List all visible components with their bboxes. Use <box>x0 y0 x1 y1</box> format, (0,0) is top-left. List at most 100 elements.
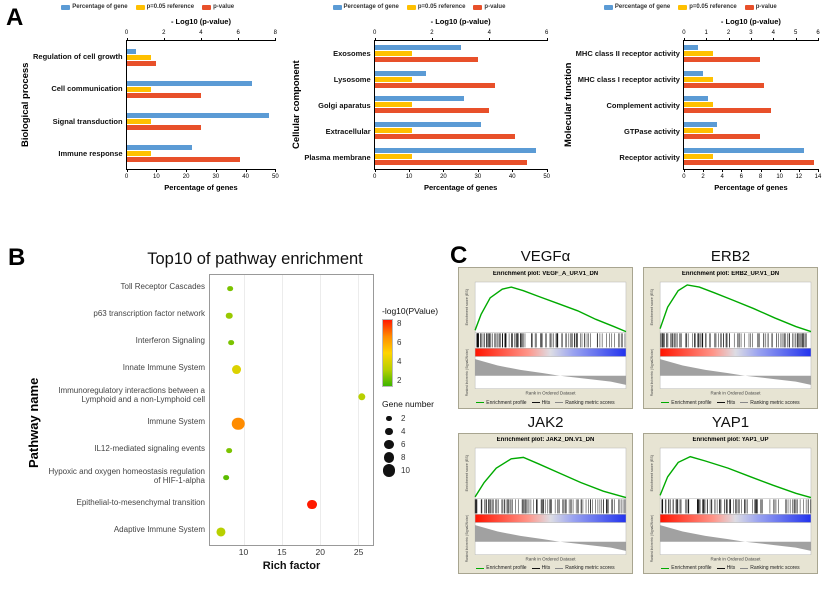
panel-label-b: B <box>8 244 26 271</box>
bubble-body: Pathway name Toll Receptor Cascades p63 t… <box>26 274 448 572</box>
bottom-axis-tick-label: 2 <box>701 174 705 180</box>
bubble-gridline <box>357 275 359 545</box>
go-chart-legend: Percentage of gene p=0.05 reference p-valu… <box>20 4 275 10</box>
bar-percentage-of-gene <box>374 70 427 76</box>
pathway-point <box>223 474 229 481</box>
enrichment-curve <box>659 455 812 498</box>
gsea-legend-label: Enrichment profile <box>486 399 527 406</box>
bubble-x-tick-label: 20 <box>315 547 325 557</box>
gsea-legend-item: Hits <box>716 400 735 406</box>
go-bottom-axis-label: Percentage of genes <box>714 183 788 192</box>
bubble-legend: -log10(PValue) 8 6 4 2 Gene number 2 4 6 8 10 <box>374 274 448 572</box>
bubble-category-labels: Toll Receptor Cascades p63 transcription … <box>43 274 209 572</box>
bubble-gridline <box>282 275 284 545</box>
go-plot-area: - Log10 (p-value) Percentage of genes 0 2 4 6… <box>125 17 279 192</box>
pathway-label: Innate Immune System <box>122 363 205 373</box>
top-axis-tick <box>683 38 685 41</box>
size-legend-row: 8 <box>382 451 448 464</box>
legend-swatch <box>406 4 416 10</box>
gsea-legend-label: Enrichment profile <box>486 565 527 572</box>
legend-swatch <box>678 4 688 10</box>
legend-swatch <box>332 4 342 10</box>
top-axis-tick-label: 3 <box>749 30 753 36</box>
legend-item: p-value <box>202 4 234 10</box>
bubble-plot-wrap: 10 15 20 25 Rich factor <box>209 274 374 572</box>
top-axis-tick <box>238 38 240 41</box>
bottom-axis-tick-label: 10 <box>776 174 783 180</box>
legend-label: Percentage of gene <box>614 4 671 10</box>
go-bar-group <box>374 122 547 140</box>
bottom-axis-tick-label: 0 <box>682 174 686 180</box>
bubble-plot-area <box>209 274 374 546</box>
gradient-tick-label: 4 <box>397 357 402 366</box>
gsea-legend-item: Enrichment profile <box>661 400 712 406</box>
pathway-point <box>225 312 233 319</box>
go-category-label: Plasma membrane <box>304 152 371 162</box>
legend-item: Percentage of gene <box>332 4 399 10</box>
pathway-point <box>307 499 318 510</box>
legend-swatch <box>744 4 754 10</box>
bar-p-value <box>374 134 516 140</box>
bar-percentage-of-gene <box>683 122 718 128</box>
go-category-labels: Regulation of cell growth Cell communicat… <box>33 40 126 170</box>
pathway-point <box>227 285 234 292</box>
go-bar-group <box>374 45 547 63</box>
legend-item: p=0.05 reference <box>135 4 194 10</box>
ranked-metric-area <box>660 524 811 551</box>
top-axis-tick-label: 4 <box>487 30 491 36</box>
go-group-label: Biological process <box>20 62 31 148</box>
svg-text:Enrichment score (ES): Enrichment score (ES) <box>650 455 654 491</box>
gsea-plot-box: Enrichment plot: VEGF_A_UP.V1_DN Enrichme… <box>458 267 633 409</box>
gsea-legend-label: Hits <box>541 399 551 406</box>
gsea-legend-line <box>531 567 540 569</box>
gsea-plot-svg: Enrichment score (ES) Ranked list metric … <box>465 447 627 562</box>
gsea-plot-gsea_jak2: JAK2 Enrichment plot: JAK2_DN.V1_DN Enrich… <box>458 414 633 575</box>
bottom-axis-tick-label: 10 <box>152 174 160 180</box>
bottom-axis-tick <box>245 169 247 172</box>
bottom-axis-tick <box>477 169 479 172</box>
svg-text:Ranked list metric (Signal2Noi: Ranked list metric (Signal2Noise) <box>650 349 654 396</box>
bottom-axis-tick-label: 30 <box>474 174 482 180</box>
pathway-label: Epithelial-to-mesenchymal transition <box>76 498 206 508</box>
top-axis-tick <box>546 38 548 41</box>
pathway-point <box>216 526 226 537</box>
bubble-x-tick-label: 10 <box>238 547 249 557</box>
bottom-axis-tick <box>275 169 277 172</box>
bottom-axis-tick-label: 20 <box>182 174 190 180</box>
bar-p-value <box>126 156 240 162</box>
gsea-plot-svg: Enrichment score (ES) Ranked list metric … <box>650 447 812 562</box>
bottom-axis-tick <box>683 169 685 172</box>
gsea-plot-gsea_erb2: ERB2 Enrichment plot: ERB2_UP.V1_DN Enrich… <box>643 248 818 409</box>
gsea-plot-box: Enrichment plot: JAK2_DN.V1_DN Enrichment… <box>458 432 633 575</box>
legend-item: p=0.05 reference <box>678 4 737 10</box>
top-axis-tick <box>489 38 491 41</box>
go-bar-group <box>126 48 276 66</box>
top-axis-tick-label: 0 <box>372 30 377 36</box>
go-chart-go_bp: Percentage of gene p=0.05 reference p-valu… <box>20 4 279 198</box>
gsea-plot-title: Enrichment plot: ERB2_UP.V1_DN <box>681 271 780 277</box>
gsea-legend-line <box>555 567 564 569</box>
bar-percentage-of-gene <box>683 45 699 51</box>
legend-item: Percentage of gene <box>603 4 671 10</box>
bottom-axis-tick-label: 14 <box>814 174 822 180</box>
bar-p-value <box>374 57 478 63</box>
legend-swatch <box>61 4 71 10</box>
gsea-legend-label: Ranking metric scores <box>750 399 800 406</box>
gradient-tick-label: 8 <box>397 319 402 328</box>
go-category-label: MHC class I receptor activity <box>577 74 680 84</box>
go-bar-group <box>126 144 276 162</box>
size-legend-row: 4 <box>382 425 448 438</box>
go-charts-row: Percentage of gene p=0.05 reference p-valu… <box>20 4 821 198</box>
top-axis-tick <box>750 38 752 41</box>
pathway-label: Adaptive Immune System <box>113 525 205 535</box>
bubble-y-axis-label: Pathway name <box>26 377 41 469</box>
bar-p-value <box>683 57 760 63</box>
enrichment-curve <box>474 456 627 498</box>
gsea-plot-box: Enrichment plot: YAP1_UP Enrichment score… <box>643 432 818 575</box>
legend-label: Percentage of gene <box>72 4 128 10</box>
color-legend-gradient: 8 6 4 2 <box>382 319 448 387</box>
bubble-x-tick-label: 15 <box>277 547 287 557</box>
top-axis-tick <box>431 38 433 41</box>
bar-p-value <box>374 82 496 88</box>
gsea-legend-line <box>740 567 749 569</box>
